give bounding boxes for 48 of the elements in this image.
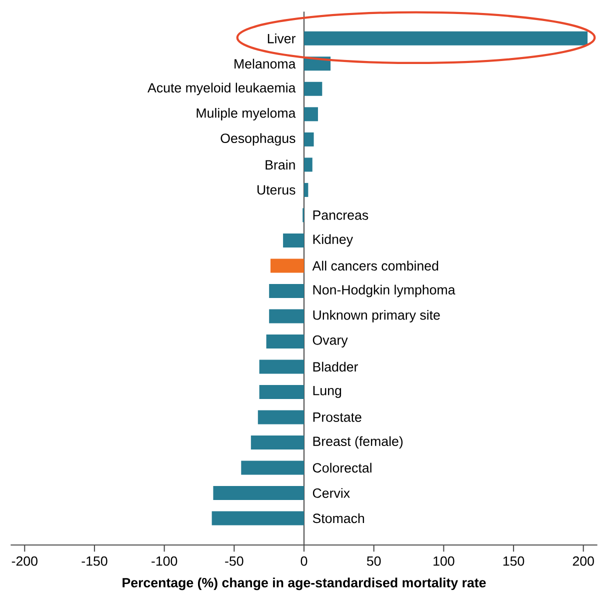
bar (270, 258, 304, 273)
y-tick-label: Melanoma (234, 58, 296, 69)
x-tick-label: 200 (572, 556, 594, 566)
y-tick-label: Unknown primary site (313, 310, 440, 322)
bar (259, 360, 304, 374)
y-tick-label: Bladder (313, 362, 358, 372)
bar (269, 284, 304, 298)
y-tick-label: Uterus (257, 185, 296, 195)
bar (304, 132, 314, 146)
y-tick-label: Stomach (312, 513, 364, 524)
bar (269, 309, 304, 324)
y-tick-label: Kidney (313, 234, 354, 247)
bar (304, 107, 318, 122)
x-tick-label: 50 (366, 556, 381, 566)
y-tick-label: Brain (266, 160, 295, 170)
y-tick-label: Prostate (313, 412, 362, 422)
x-tick-label: 0 (300, 556, 308, 566)
y-tick-label: Pancreas (313, 210, 368, 220)
bar (250, 435, 304, 450)
y-tick-label: Colorectal (312, 462, 372, 473)
bar (283, 233, 304, 248)
y-tick-label: Liver (268, 34, 296, 44)
y-tick-label: Muliple myeloma (196, 108, 296, 120)
y-tick-label: Breast (female) (313, 436, 403, 449)
x-tick-label: -200 (12, 556, 38, 566)
bar (259, 384, 304, 399)
y-tick-label: Cervix (312, 488, 350, 498)
bar (304, 82, 322, 96)
y-tick-label: Acute myeloid leukaemia (148, 82, 296, 96)
x-axis-title: Percentage (%) change in age-standardised mortality rate (122, 578, 486, 590)
bar (266, 334, 304, 348)
bar (213, 486, 304, 500)
y-tick-label: Oesophagus (220, 133, 296, 146)
x-tick-label: -50 (225, 556, 244, 566)
y-tick-label: Ovary (312, 335, 348, 348)
bar (258, 410, 304, 424)
bar (304, 158, 312, 172)
y-tick-label: Lung (313, 386, 342, 398)
bar (212, 511, 304, 526)
x-tick-label: 100 (434, 556, 454, 566)
x-tick-label: -100 (152, 556, 178, 566)
bar (304, 182, 308, 197)
x-tick-label: 150 (503, 556, 524, 566)
bar (241, 460, 304, 475)
x-tick-label: -150 (82, 556, 108, 566)
bar (304, 31, 588, 46)
y-tick-label: All cancers combined (312, 260, 438, 271)
y-tick-label: Non-Hodgkin lymphoma (313, 284, 456, 298)
